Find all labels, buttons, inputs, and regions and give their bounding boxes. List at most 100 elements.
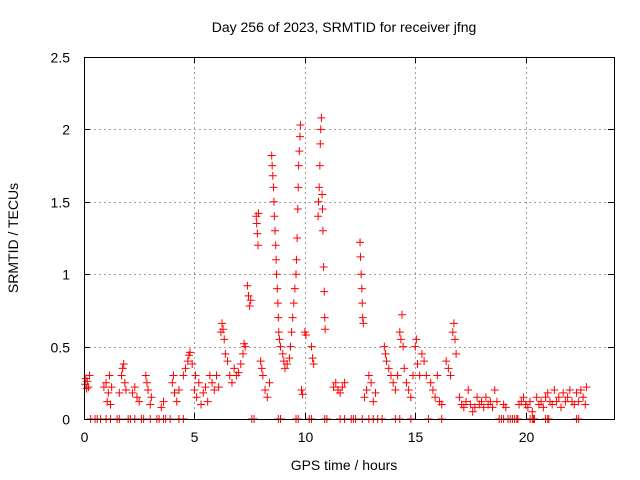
data-point: [292, 255, 301, 264]
data-point: [128, 388, 137, 397]
data-point: [107, 383, 116, 392]
data-point: [293, 234, 302, 242]
data-point: [539, 403, 548, 412]
data-point: [294, 161, 303, 170]
data-point: [267, 151, 276, 160]
data-point: [406, 393, 415, 402]
data-point: [391, 386, 400, 395]
data-point: [268, 161, 277, 170]
data-point: [271, 226, 280, 235]
data-point: [318, 190, 327, 199]
data-point: [286, 342, 295, 351]
data-point: [320, 287, 329, 296]
data-point: [338, 383, 347, 392]
data-point: [329, 383, 338, 392]
data-point: [501, 403, 510, 412]
data-point: [212, 371, 221, 380]
data-point: [400, 364, 409, 373]
data-point: [219, 325, 228, 334]
x-tick-label: 0: [81, 429, 89, 445]
data-point: [541, 393, 550, 402]
data-point: [298, 390, 307, 399]
data-point: [356, 238, 365, 247]
data-point: [130, 383, 139, 392]
data-point: [223, 357, 232, 366]
data-point: [528, 407, 537, 416]
data-point: [384, 364, 393, 373]
data-point: [314, 212, 323, 221]
data-point: [554, 393, 563, 402]
data-point: [274, 313, 283, 322]
data-point: [144, 386, 153, 395]
data-point: [272, 255, 281, 264]
data-point: [243, 281, 252, 290]
data-point: [105, 371, 114, 380]
data-point: [320, 313, 329, 322]
data-point: [115, 388, 124, 397]
y-axis-label: SRMTID / TECUs: [5, 183, 21, 293]
data-point: [565, 386, 574, 395]
data-point: [274, 328, 283, 337]
data-point: [273, 284, 282, 293]
data-point: [174, 386, 183, 395]
x-tick-label: 20: [519, 429, 535, 445]
data-point: [468, 407, 477, 416]
y-tick-label: 0: [62, 412, 70, 428]
data-point: [168, 378, 177, 387]
data-point: [208, 378, 217, 387]
data-point: [404, 386, 413, 395]
data-point: [550, 386, 559, 395]
data-point: [133, 393, 141, 402]
x-tick-label: 5: [191, 429, 199, 445]
data-point: [402, 378, 411, 387]
data-point: [369, 397, 378, 406]
data-point: [254, 241, 263, 250]
data-point: [157, 403, 166, 412]
data-point: [84, 383, 93, 392]
data-point: [316, 139, 325, 148]
data-point: [572, 388, 581, 397]
data-point: [552, 397, 561, 406]
data-point: [188, 359, 197, 368]
data-point: [82, 384, 91, 393]
data-point: [186, 348, 194, 357]
data-point: [183, 357, 192, 366]
data-point: [319, 262, 328, 271]
data-point: [258, 371, 267, 380]
data-point: [239, 349, 247, 358]
data-point: [466, 400, 475, 409]
data-point: [297, 386, 306, 395]
data-point: [412, 335, 421, 344]
data-point: [532, 393, 541, 402]
data-point: [563, 393, 572, 402]
data-point: [194, 378, 203, 387]
data-point: [359, 319, 368, 328]
data-point: [315, 183, 324, 192]
data-point: [574, 397, 583, 406]
data-point: [582, 383, 591, 392]
data-point: [559, 388, 568, 397]
chart-title: Day 256 of 2023, SRMTID for receiver jfn…: [212, 19, 477, 35]
data-point: [246, 296, 255, 305]
data-point: [395, 328, 404, 337]
data-point: [537, 397, 546, 406]
data-point: [381, 349, 390, 358]
data-point: [451, 335, 459, 344]
data-point: [398, 310, 406, 319]
data-point: [285, 354, 294, 363]
data-point: [490, 386, 499, 395]
data-point: [358, 299, 367, 308]
data-point: [396, 335, 405, 344]
data-point: [253, 229, 262, 238]
data-point: [413, 359, 422, 368]
data-point: [371, 388, 380, 397]
data-point: [581, 400, 590, 409]
data-point: [227, 378, 236, 387]
data-point: [141, 371, 150, 380]
data-point: [270, 212, 279, 221]
grid-lines: [84, 57, 614, 419]
data-point: [543, 388, 552, 397]
data-point: [399, 342, 408, 351]
data-point: [197, 400, 206, 409]
data-point: [517, 397, 526, 406]
